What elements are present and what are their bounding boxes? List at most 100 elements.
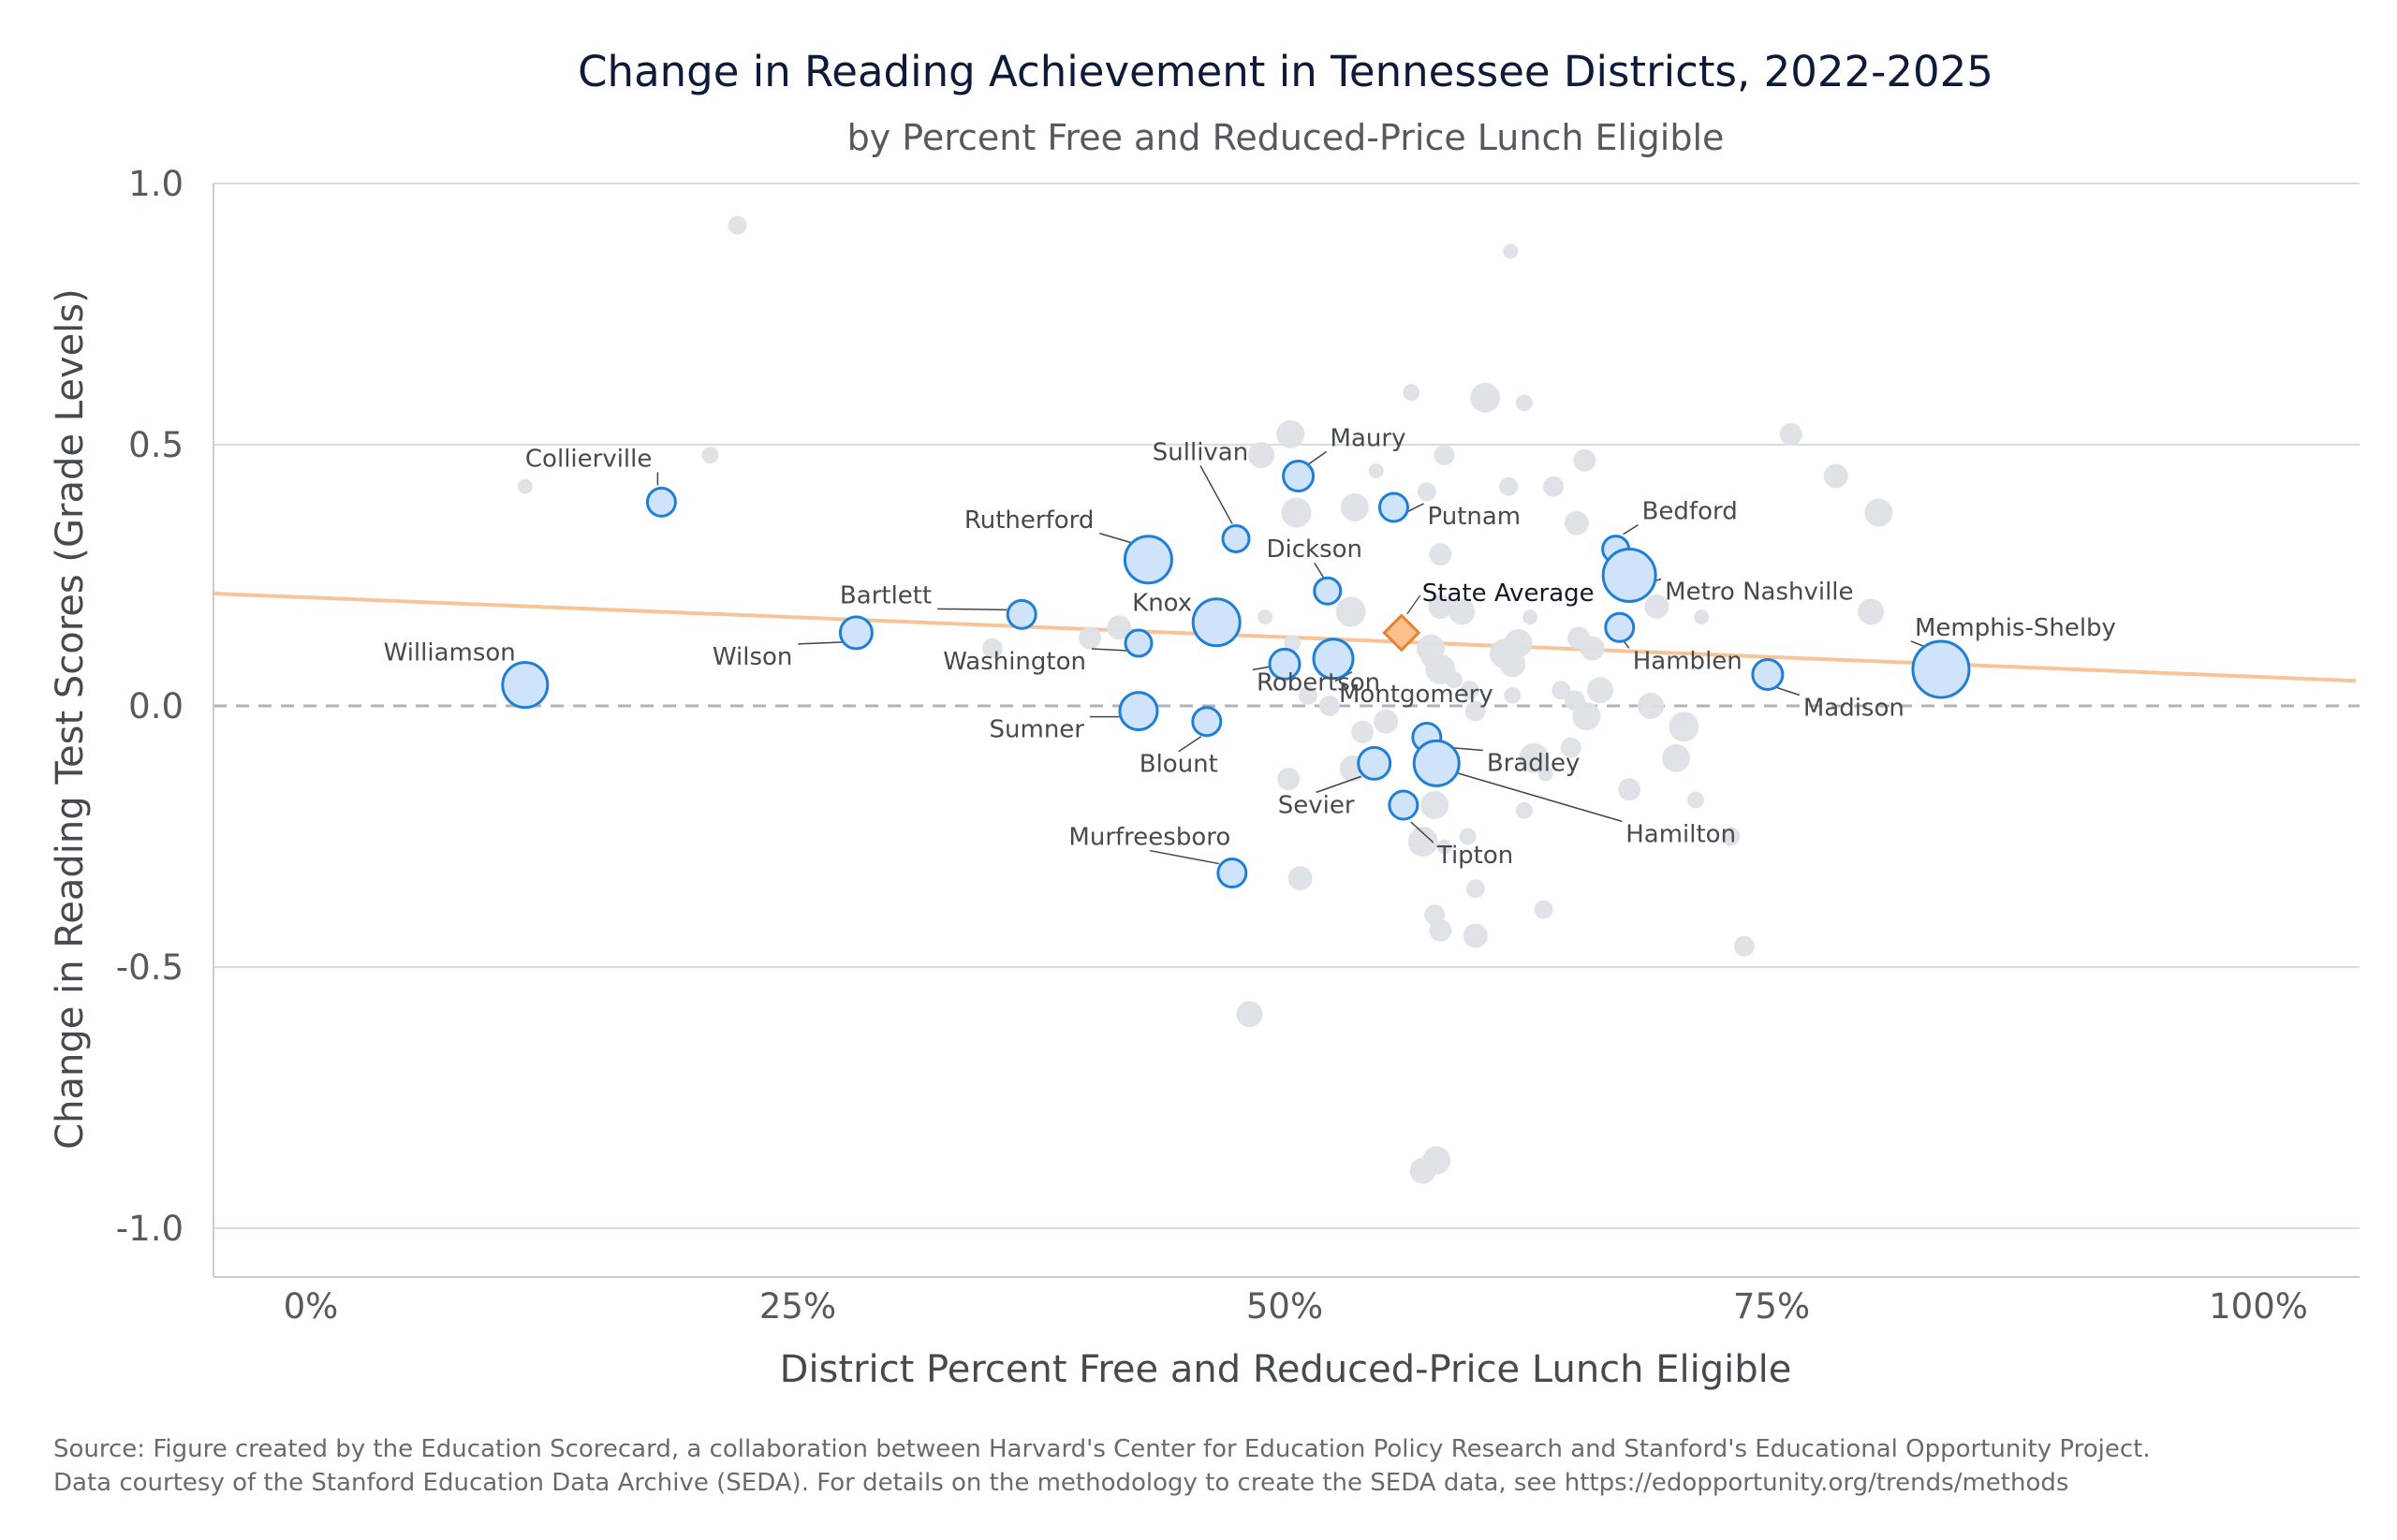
district-point <box>1586 677 1613 704</box>
district-point <box>1340 492 1369 521</box>
chart-title: Change in Reading Achievement in Tenness… <box>578 47 1993 96</box>
district-point-highlighted <box>1911 639 1971 699</box>
district-point <box>1522 609 1538 625</box>
district-point-highlighted <box>1221 523 1251 553</box>
district-point <box>1335 596 1366 627</box>
district-point <box>1298 685 1317 705</box>
leader-line <box>1149 849 1219 865</box>
district-label: Metro Nashville <box>1665 579 1853 607</box>
district-point <box>1107 615 1132 640</box>
district-point <box>1464 700 1486 722</box>
y-tick-label: -1.0 <box>116 1209 184 1249</box>
y-tick-label: -0.5 <box>116 947 184 988</box>
state-average-leader <box>1406 594 1421 615</box>
district-label: Collierville <box>525 445 652 473</box>
district-point <box>1543 476 1565 497</box>
x-tick-label: 75% <box>1733 1286 1810 1327</box>
district-point-highlighted <box>838 615 874 651</box>
district-point <box>1248 442 1275 469</box>
district-point <box>1436 839 1452 855</box>
leader-line <box>1091 648 1128 652</box>
x-tick-label: 25% <box>759 1286 836 1327</box>
district-label: Robertson <box>1257 668 1380 697</box>
leader-line <box>1410 821 1434 843</box>
district-point <box>1429 918 1452 942</box>
source-line-2: Data courtesy of the Stanford Education … <box>53 1469 2068 1497</box>
district-label: Maury <box>1331 424 1406 452</box>
y-axis-title: Change in Reading Test Scores (Grade Lev… <box>49 288 92 1150</box>
district-label: Hamilton <box>1625 820 1736 848</box>
district-point <box>1662 743 1691 772</box>
y-tick-label: 0.0 <box>128 686 184 726</box>
district-point <box>1490 638 1521 669</box>
district-point <box>1560 737 1581 758</box>
district-point <box>1503 243 1519 259</box>
district-point <box>1779 422 1802 446</box>
district-point <box>1276 419 1305 448</box>
district-point-highlighted <box>1412 739 1461 787</box>
district-point-highlighted <box>1313 576 1343 606</box>
district-point <box>1551 681 1571 700</box>
district-point <box>1420 791 1449 820</box>
district-point <box>1858 598 1885 625</box>
district-point <box>517 478 533 494</box>
highlighted-districts-layer <box>501 459 1971 889</box>
district-label: Bradley <box>1487 749 1581 777</box>
district-point-highlighted <box>1118 691 1159 732</box>
district-point-highlighted <box>1006 598 1037 630</box>
x-tick-label: 0% <box>284 1286 339 1327</box>
district-label: Memphis-Shelby <box>1915 614 2116 642</box>
district-label: Murfreesboro <box>1068 824 1230 852</box>
x-tick-label: 100% <box>2209 1286 2308 1327</box>
district-point <box>1448 598 1476 625</box>
district-point <box>1287 866 1313 891</box>
district-point-highlighted <box>1751 658 1785 692</box>
district-point <box>1515 801 1533 819</box>
district-point <box>1445 671 1463 689</box>
district-point-highlighted <box>1357 745 1392 781</box>
leader-line <box>1178 736 1202 753</box>
leader-line <box>1099 533 1132 544</box>
leader-line <box>1449 770 1623 823</box>
district-point-highlighted <box>1124 628 1154 658</box>
district-point <box>1499 477 1519 496</box>
district-point <box>982 638 1003 659</box>
district-point <box>1277 768 1301 791</box>
district-point <box>1351 720 1375 743</box>
district-point <box>1515 394 1533 412</box>
district-label: Dickson <box>1266 535 1362 564</box>
district-point <box>1823 463 1848 489</box>
district-point <box>1465 879 1485 899</box>
district-point <box>728 215 747 235</box>
district-point <box>1463 923 1488 948</box>
district-point <box>1429 543 1452 566</box>
x-axis-title: District Percent Free and Reduced-Price … <box>780 1348 1792 1391</box>
district-point-highlighted <box>1312 638 1355 681</box>
district-label: Sumner <box>990 716 1085 744</box>
district-label: Rutherford <box>964 506 1095 535</box>
district-label: Knox <box>1132 590 1192 618</box>
district-point <box>1519 742 1550 773</box>
leader-line <box>1199 465 1233 524</box>
district-point-highlighted <box>645 486 677 518</box>
district-point-highlighted <box>1268 647 1301 681</box>
district-point <box>1422 1146 1451 1175</box>
district-point <box>1694 609 1710 625</box>
x-tick-label: 50% <box>1246 1286 1323 1327</box>
district-point-highlighted <box>1377 491 1409 523</box>
state-average-label: State Average <box>1422 579 1595 608</box>
district-point <box>1420 651 1436 667</box>
district-point <box>1403 384 1420 402</box>
district-point <box>1428 594 1453 619</box>
district-point-highlighted <box>1191 706 1223 738</box>
district-point <box>1565 510 1589 535</box>
district-point <box>1573 448 1596 472</box>
trend-line-layer <box>213 592 2357 683</box>
district-point <box>1236 1001 1263 1028</box>
district-label: Putnam <box>1427 503 1521 531</box>
district-point <box>1733 935 1755 957</box>
district-point <box>1504 686 1522 704</box>
district-label: Washington <box>943 648 1086 676</box>
district-point <box>1534 900 1553 919</box>
district-point <box>1572 702 1601 731</box>
